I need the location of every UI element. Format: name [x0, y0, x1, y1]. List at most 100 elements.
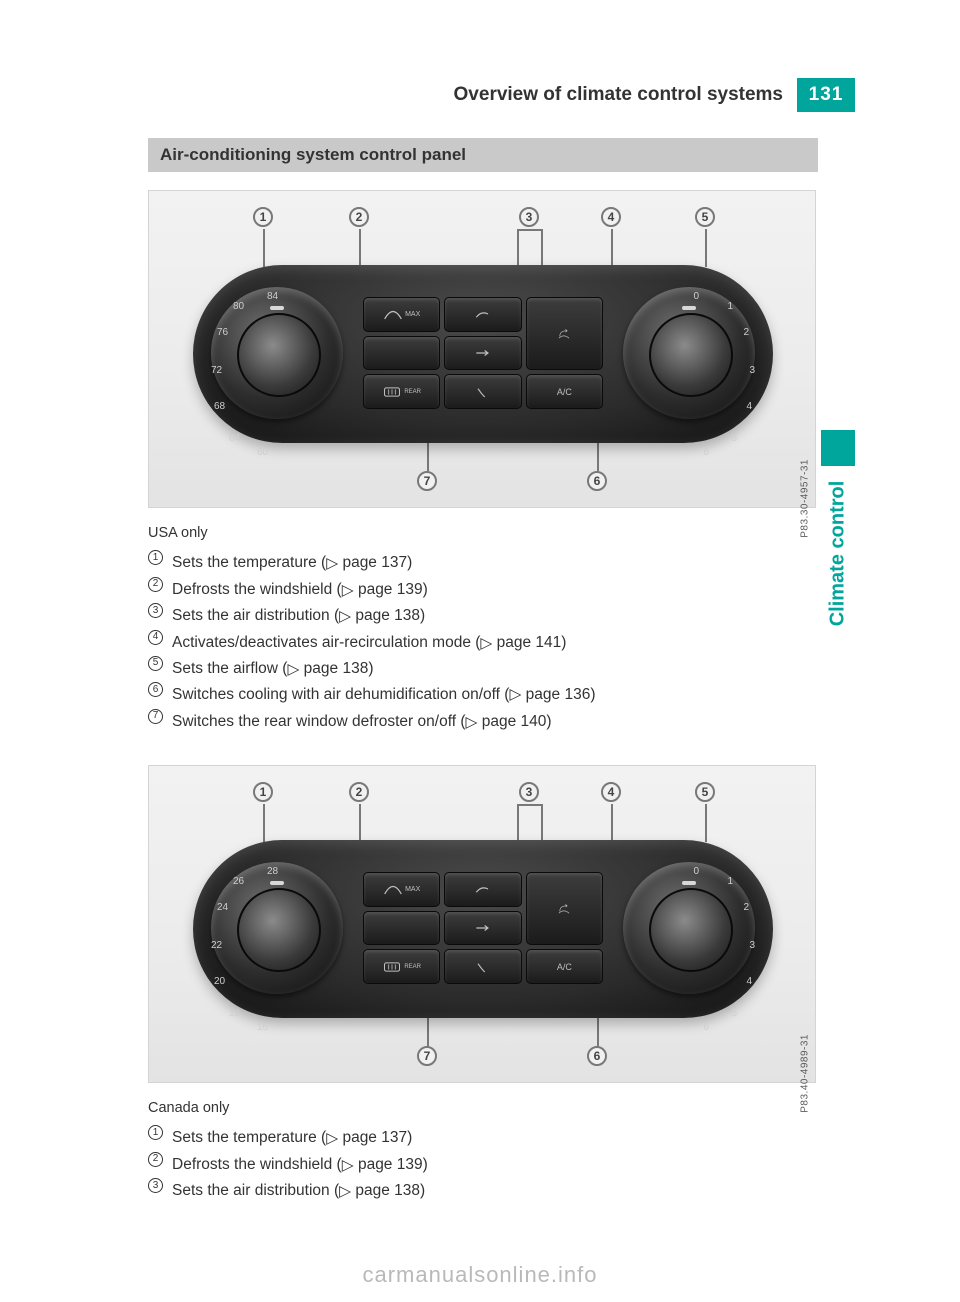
airflow-dial: 0 1 2 3 4 5 6	[623, 287, 755, 419]
button-label: REAR	[404, 964, 421, 970]
section-heading: Air-conditioning system control panel	[148, 138, 818, 172]
callout-1: 1	[253, 207, 273, 227]
callout-2: 2	[349, 782, 369, 802]
ac-button: A/C	[526, 374, 603, 409]
scale-label: 24	[217, 902, 228, 913]
content-column: Air-conditioning system control panel P8…	[148, 138, 818, 1204]
airvent-mid-button	[444, 336, 521, 371]
callout-4: 4	[601, 782, 621, 802]
callout-4: 4	[601, 207, 621, 227]
scale-label: 3	[749, 940, 755, 951]
callout-line	[517, 229, 543, 231]
callout-7: 7	[417, 471, 437, 491]
temperature-dial: 28 26 24 22 20 18 16	[211, 862, 343, 994]
figure-code: P83.30-4957-31	[800, 459, 811, 538]
scale-label: 76	[217, 327, 228, 338]
scale-label: 1	[727, 301, 733, 312]
button-grid: MAX REAR A/C	[363, 872, 603, 984]
scale-label: 84	[267, 291, 278, 302]
rear-defrost-button: REAR	[363, 949, 440, 984]
airvent-foot-button	[444, 949, 521, 984]
legend-row: 3Sets the air distribution (▷ page 138)	[148, 603, 818, 629]
scale-label: 18	[229, 1008, 240, 1019]
side-tab: Climate control	[821, 430, 855, 640]
scale-label: 22	[211, 940, 222, 951]
watermark: carmanualsonline.info	[0, 1262, 960, 1288]
dial-notch	[682, 881, 696, 885]
scale-label: 5	[731, 1008, 737, 1019]
callout-line	[705, 229, 707, 267]
scale-label: 3	[749, 365, 755, 376]
callout-2: 2	[349, 207, 369, 227]
legend-text: Defrosts the windshield (▷ page 139)	[172, 1152, 428, 1178]
airvent-mid-button	[444, 911, 521, 946]
scale-label: 26	[233, 876, 244, 887]
button-grid: MAX REAR A/C	[363, 297, 603, 409]
scale-label: 6	[703, 447, 709, 458]
rear-defrost-button: REAR	[363, 374, 440, 409]
legend-row: 2Defrosts the windshield (▷ page 139)	[148, 1152, 818, 1178]
side-tab-accent	[821, 430, 855, 466]
scale-label: 80	[233, 301, 244, 312]
figure-code: P83.40-4989-31	[800, 1034, 811, 1113]
legend-text: Switches the rear window defroster on/of…	[172, 709, 552, 735]
page-root: Overview of climate control systems 131 …	[0, 0, 960, 1302]
temperature-dial: 84 80 76 72 68 64 60	[211, 287, 343, 419]
legend-text: Sets the airflow (▷ page 138)	[172, 656, 373, 682]
callout-line	[705, 804, 707, 842]
callout-7: 7	[417, 1046, 437, 1066]
legend-marker: 3	[148, 603, 172, 618]
dial-notch	[270, 306, 284, 310]
callout-line	[263, 229, 265, 267]
legend-canada: 1Sets the temperature (▷ page 137) 2Defr…	[148, 1125, 818, 1204]
dial-notch	[682, 306, 696, 310]
legend-row: 5Sets the airflow (▷ page 138)	[148, 656, 818, 682]
scale-label: 60	[257, 447, 268, 458]
legend-row: 7Switches the rear window defroster on/o…	[148, 709, 818, 735]
scale-label: 0	[693, 866, 699, 877]
airflow-dial: 0 1 2 3 4 5 6	[623, 862, 755, 994]
scale-label: 28	[267, 866, 278, 877]
callout-line	[263, 804, 265, 842]
legend-text: Switches cooling with air dehumidificati…	[172, 682, 596, 708]
page-header: Overview of climate control systems 131	[454, 78, 855, 112]
callout-6: 6	[587, 471, 607, 491]
scale-label: 4	[746, 401, 752, 412]
defrost-max-button: MAX	[363, 872, 440, 907]
button-label: REAR	[404, 389, 421, 395]
legend-text: Sets the air distribution (▷ page 138)	[172, 1178, 425, 1204]
legend-marker: 4	[148, 630, 172, 645]
legend-text: Sets the air distribution (▷ page 138)	[172, 603, 425, 629]
legend-marker: 5	[148, 656, 172, 671]
scale-label: 5	[731, 433, 737, 444]
legend-marker: 2	[148, 577, 172, 592]
airvent-top-button	[444, 872, 521, 907]
legend-row: 3Sets the air distribution (▷ page 138)	[148, 1178, 818, 1204]
legend-text: Sets the temperature (▷ page 137)	[172, 550, 412, 576]
legend-row: 1Sets the temperature (▷ page 137)	[148, 1125, 818, 1151]
button-label: A/C	[557, 962, 572, 972]
hvac-panel: 84 80 76 72 68 64 60 0 1 2 3 4 5 6	[193, 265, 773, 443]
legend-row: 1Sets the temperature (▷ page 137)	[148, 550, 818, 576]
callout-5: 5	[695, 207, 715, 227]
legend-text: Sets the temperature (▷ page 137)	[172, 1125, 412, 1151]
scale-label: 2	[743, 902, 749, 913]
legend-text: Activates/deactivates air-recirculation …	[172, 630, 566, 656]
legend-text: Defrosts the windshield (▷ page 139)	[172, 577, 428, 603]
legend-marker: 1	[148, 1125, 172, 1140]
scale-label: 64	[229, 433, 240, 444]
scale-label: 20	[214, 976, 225, 987]
button-label: MAX	[405, 311, 420, 318]
callout-6: 6	[587, 1046, 607, 1066]
scale-label: 1	[727, 876, 733, 887]
legend-marker: 2	[148, 1152, 172, 1167]
legend-marker: 7	[148, 709, 172, 724]
defrost-max-button: MAX	[363, 297, 440, 332]
scale-label: 72	[211, 365, 222, 376]
side-tab-label-wrap: Climate control	[821, 466, 855, 640]
airvent-top-button	[444, 297, 521, 332]
figure-canada: P83.40-4989-31 1 2 3 4 5 6 7 28 26 2	[148, 765, 816, 1083]
button-label: A/C	[557, 387, 572, 397]
header-title: Overview of climate control systems	[454, 78, 797, 112]
callout-1: 1	[253, 782, 273, 802]
